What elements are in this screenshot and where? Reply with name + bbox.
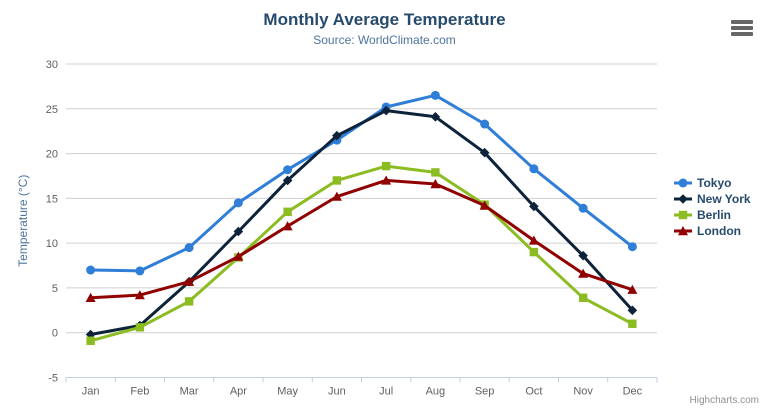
chart-title: Monthly Average Temperature xyxy=(263,10,506,29)
legend-item-tokyo[interactable]: Tokyo xyxy=(674,175,751,191)
data-point-tokyo[interactable] xyxy=(86,265,96,275)
x-axis-tick-label: Jan xyxy=(82,386,100,398)
data-point-london[interactable] xyxy=(282,221,293,231)
data-point-london[interactable] xyxy=(184,276,195,286)
data-point-new-york[interactable] xyxy=(381,105,391,116)
x-axis-tick-label: Nov xyxy=(573,386,593,398)
triangle-marker xyxy=(678,226,688,236)
data-point-new-york[interactable] xyxy=(332,130,342,141)
data-point-berlin[interactable] xyxy=(529,247,539,257)
x-axis-tick-label: Oct xyxy=(525,386,542,398)
data-point-berlin[interactable] xyxy=(86,336,95,345)
data-point-berlin[interactable] xyxy=(184,297,194,306)
data-point-tokyo[interactable] xyxy=(184,243,194,253)
y-axis-tick-label: 0 xyxy=(52,328,58,340)
data-point-london[interactable] xyxy=(578,268,589,278)
legend-item-new-york[interactable]: New York xyxy=(674,191,751,207)
y-axis-tick-label: 25 xyxy=(46,104,58,116)
legend-label: New York xyxy=(697,192,751,206)
x-axis-tick-label: Apr xyxy=(230,386,247,398)
data-point-tokyo[interactable] xyxy=(233,198,243,208)
chart-subtitle: Source: WorldClimate.com xyxy=(313,33,456,47)
legend-label: Tokyo xyxy=(697,176,732,190)
x-axis-tick-label: May xyxy=(277,386,298,398)
data-point-berlin[interactable] xyxy=(135,323,145,332)
data-point-new-york[interactable] xyxy=(529,201,539,212)
x-axis-tick-label: Jul xyxy=(379,386,393,398)
data-point-new-york[interactable] xyxy=(578,250,588,261)
x-axis-tick-label: Aug xyxy=(426,386,446,398)
square-marker xyxy=(678,210,688,220)
data-point-london[interactable] xyxy=(134,290,145,300)
y-axis-tick-label: 20 xyxy=(46,149,58,161)
series-line-berlin xyxy=(89,164,634,343)
y-axis-tick-label: 5 xyxy=(52,283,58,295)
data-point-tokyo[interactable] xyxy=(135,266,145,276)
data-point-london[interactable] xyxy=(430,179,441,189)
highcharts-credit-link[interactable]: Highcharts.com xyxy=(689,395,759,406)
x-axis-tick-label: Sep xyxy=(475,386,495,398)
legend-item-london[interactable]: London xyxy=(674,223,751,239)
legend-item-berlin[interactable]: Berlin xyxy=(674,207,751,223)
data-point-new-york[interactable] xyxy=(282,175,293,186)
data-point-new-york[interactable] xyxy=(233,226,244,237)
data-point-berlin[interactable] xyxy=(431,168,440,177)
data-point-london[interactable] xyxy=(331,191,342,201)
data-point-london[interactable] xyxy=(233,251,244,261)
x-axis-tick-label: Jun xyxy=(328,386,346,398)
triangle-marker-icon xyxy=(674,226,692,236)
series-line-london xyxy=(89,178,634,300)
menu-bar xyxy=(731,32,753,36)
x-axis-tick-label: Dec xyxy=(623,386,643,398)
data-point-tokyo[interactable] xyxy=(283,165,293,175)
x-axis-tick-label: Mar xyxy=(180,386,199,398)
data-point-london[interactable] xyxy=(528,235,539,245)
data-point-new-york[interactable] xyxy=(85,329,96,340)
y-axis-title: Temperature (°C) xyxy=(16,175,30,267)
data-point-new-york[interactable] xyxy=(627,305,638,316)
data-point-new-york[interactable] xyxy=(479,147,490,158)
menu-bar xyxy=(731,26,753,30)
data-point-london[interactable] xyxy=(627,284,638,294)
circle-marker-icon xyxy=(674,178,692,188)
legend: Tokyo New York Berlin London xyxy=(674,175,751,239)
data-point-london[interactable] xyxy=(479,200,490,210)
y-axis-tick-label: 10 xyxy=(46,238,58,250)
x-axis-tick-label: Feb xyxy=(130,386,149,398)
hamburger-menu-icon[interactable] xyxy=(730,19,754,37)
data-point-london[interactable] xyxy=(85,292,96,302)
data-point-london[interactable] xyxy=(381,175,392,185)
data-point-tokyo[interactable] xyxy=(430,90,440,100)
data-point-berlin[interactable] xyxy=(578,293,588,302)
data-point-tokyo[interactable] xyxy=(578,203,588,213)
circle-marker xyxy=(678,178,688,188)
y-axis-tick-label: -5 xyxy=(48,373,58,385)
legend-label: London xyxy=(697,224,741,238)
diamond-marker xyxy=(678,194,688,204)
series-line-new-york xyxy=(89,109,634,336)
menu-bar xyxy=(731,20,753,24)
data-point-berlin[interactable] xyxy=(332,176,342,185)
data-point-tokyo[interactable] xyxy=(480,119,490,129)
square-marker-icon xyxy=(674,210,692,220)
y-axis-tick-label: 30 xyxy=(46,59,58,71)
data-point-berlin[interactable] xyxy=(381,161,391,171)
data-point-new-york[interactable] xyxy=(430,112,441,122)
y-axis-tick-label: 15 xyxy=(46,193,58,205)
data-point-berlin[interactable] xyxy=(283,207,292,216)
data-point-tokyo[interactable] xyxy=(627,242,637,252)
data-point-tokyo[interactable] xyxy=(529,164,539,174)
data-point-berlin[interactable] xyxy=(628,319,637,328)
legend-label: Berlin xyxy=(697,208,732,222)
diamond-marker-icon xyxy=(674,194,692,204)
